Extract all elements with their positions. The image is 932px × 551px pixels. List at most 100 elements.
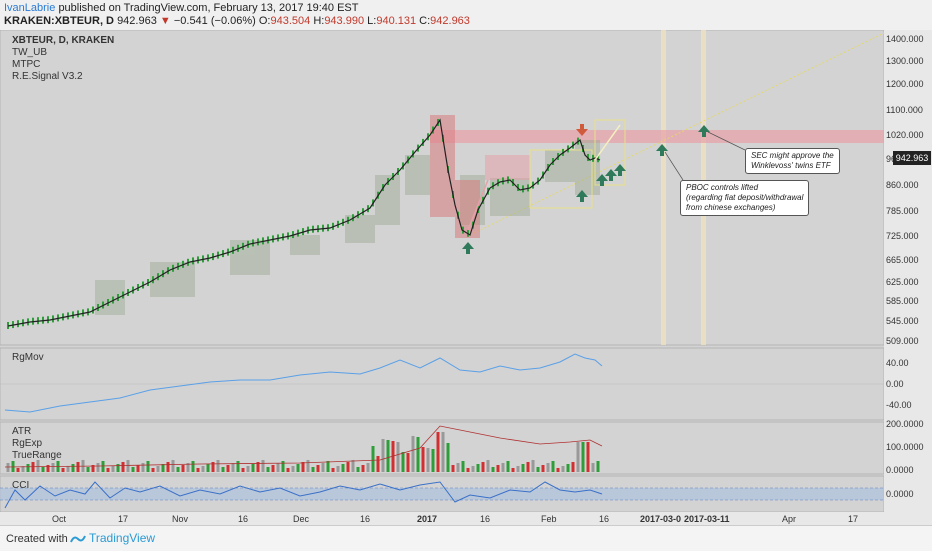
cci-label: CCI [12,480,29,491]
atr-bar [36,460,40,472]
sec-callout[interactable]: SEC might approve the Winklevoss' twins … [745,148,840,174]
author-link[interactable]: IvanLabrie [4,2,56,14]
atr-label: ATR [12,426,31,437]
symbol: KRAKEN:XBTEUR, D [4,15,114,27]
atr-bar [511,468,515,472]
cci-band [0,488,884,500]
atr-bar [501,463,505,472]
atr-bar [521,464,525,472]
atr-bar [336,466,340,472]
atr-bar [231,463,235,472]
atr-bar [476,464,480,472]
atr-bar [491,467,495,472]
atr-bar [196,468,200,472]
atr-tick: 0.0000 [886,465,914,475]
atr-bar [356,467,360,472]
atr-bar [411,436,415,472]
legend-tw-ub: TW_UB [12,47,47,58]
chart-canvas[interactable]: XBTEUR, D, KRAKEN TW_UB MTPC R.E.Signal … [0,30,932,525]
time-tick: 17 [848,514,858,524]
atr-bar [126,460,130,472]
atr-bar [91,465,95,472]
atr-bar [161,464,165,472]
atr-bar [11,461,15,472]
created-with-text: Created with [6,533,68,545]
atr-bar [181,465,185,472]
atr-bar [111,466,115,472]
atr-bar [301,462,305,472]
atr-bar [306,460,310,472]
ohlc-line: KRAKEN:XBTEUR, D 942.963 ▼ −0.541 (−0.06… [4,15,470,27]
cci-line [4,481,603,509]
time-tick: Apr [782,514,796,524]
price-tick: 625.000 [886,277,919,287]
cci-tick: 0.0000 [886,489,914,499]
price-tick: 1020.000 [886,130,924,140]
atr-bar [331,468,335,472]
atr-bar [471,466,475,472]
price-tick: 665.000 [886,255,919,265]
atr-bar [401,452,405,472]
atr-bar [16,468,20,472]
atr-bar [566,464,570,472]
low-label: L: [367,15,377,27]
atr-bar [201,466,205,472]
atr-bar [51,463,55,472]
price-tick: 725.000 [886,231,919,241]
atr-bar [426,448,430,472]
price-tick: 785.000 [886,206,919,216]
atr-bar [576,442,580,472]
atr-bar [256,462,260,472]
atr-bar [191,461,195,472]
atr-bar [486,460,490,472]
atr-bar [441,432,445,472]
current-price-tag: 942.963 [893,151,931,165]
time-axis[interactable] [0,512,932,525]
atr-bar [406,453,410,472]
yellow-box-2 [594,119,626,186]
atr-bar [366,463,370,472]
price-axis[interactable] [884,30,932,512]
red-box-3 [485,155,530,180]
tradingview-brand: TradingView [89,531,156,545]
atr-bar [541,465,545,472]
last-price: 942.963 [117,15,157,27]
atr-bar [586,442,590,472]
price-tick: 545.000 [886,316,919,326]
atr-bar [136,465,140,472]
price-trend [7,118,601,327]
truerange-label: TrueRange [12,450,62,461]
legend-mtpc: MTPC [12,59,40,70]
rgmov-tick: 0.00 [886,379,904,389]
atr-bar [106,468,110,472]
atr-bar [261,460,265,472]
time-tick: 16 [238,514,248,524]
atr-bar [581,442,585,472]
atr-bar [481,462,485,472]
atr-bar [446,443,450,472]
atr-bar [266,467,270,472]
atr-bar [361,465,365,472]
atr-bar [296,464,300,472]
atr-bar [506,461,510,472]
atr-bar [86,467,90,472]
legend-re-signal: R.E.Signal V3.2 [12,71,83,82]
atr-bar [76,462,80,472]
atr-bar [561,466,565,472]
tradingview-link[interactable]: TradingView [70,531,155,545]
atr-bar [386,440,390,472]
atr-bar [546,463,550,472]
pboc-callout[interactable]: PBOC controls lifted (regarding fiat dep… [680,180,810,216]
up-trend-arrow-2 [594,124,621,161]
atr-bar [381,439,385,472]
atr-bar [121,462,125,472]
atr-bar [101,461,105,472]
atr-bar [591,463,595,472]
atr-bar [556,468,560,472]
time-tick: Feb [541,514,557,524]
atr-bar [341,464,345,472]
time-tick: 16 [360,514,370,524]
price-change: −0.541 (−0.06%) [173,15,256,27]
atr-bar [456,463,460,472]
close-label: C: [419,15,431,27]
